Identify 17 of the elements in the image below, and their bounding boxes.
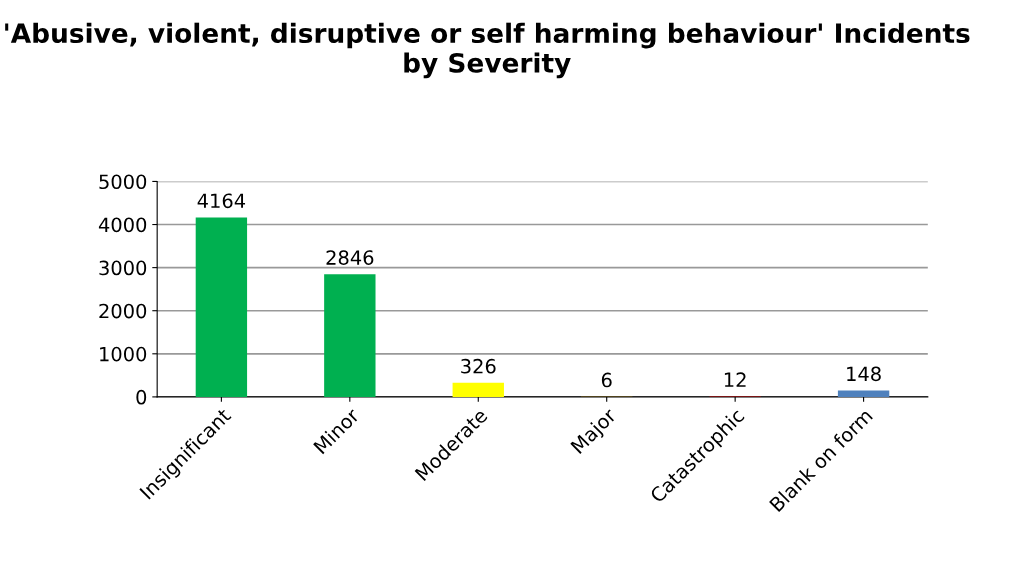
y-tick-label: 4000: [98, 217, 147, 233]
bar: [324, 274, 376, 397]
data-label: 2846: [326, 250, 374, 265]
y-tick-label: 1000: [100, 346, 147, 362]
bar: [452, 382, 504, 397]
data-label: 4164: [197, 193, 246, 209]
data-label: 12: [724, 372, 746, 387]
data-label: 6: [601, 372, 612, 388]
bar: [195, 217, 248, 397]
bar: [837, 390, 890, 397]
y-tick-label: 3000: [99, 260, 147, 276]
y-tick-label: 0: [136, 389, 147, 405]
chart-title: 'Abusive, violent, disruptive or self harming behaviour' Incidents by Severity: [5, 22, 970, 79]
y-tick-label: 2000: [99, 303, 147, 319]
y-tick-label: 5000: [99, 174, 147, 190]
data-label: 326: [461, 358, 496, 374]
data-label: 148: [847, 366, 881, 382]
